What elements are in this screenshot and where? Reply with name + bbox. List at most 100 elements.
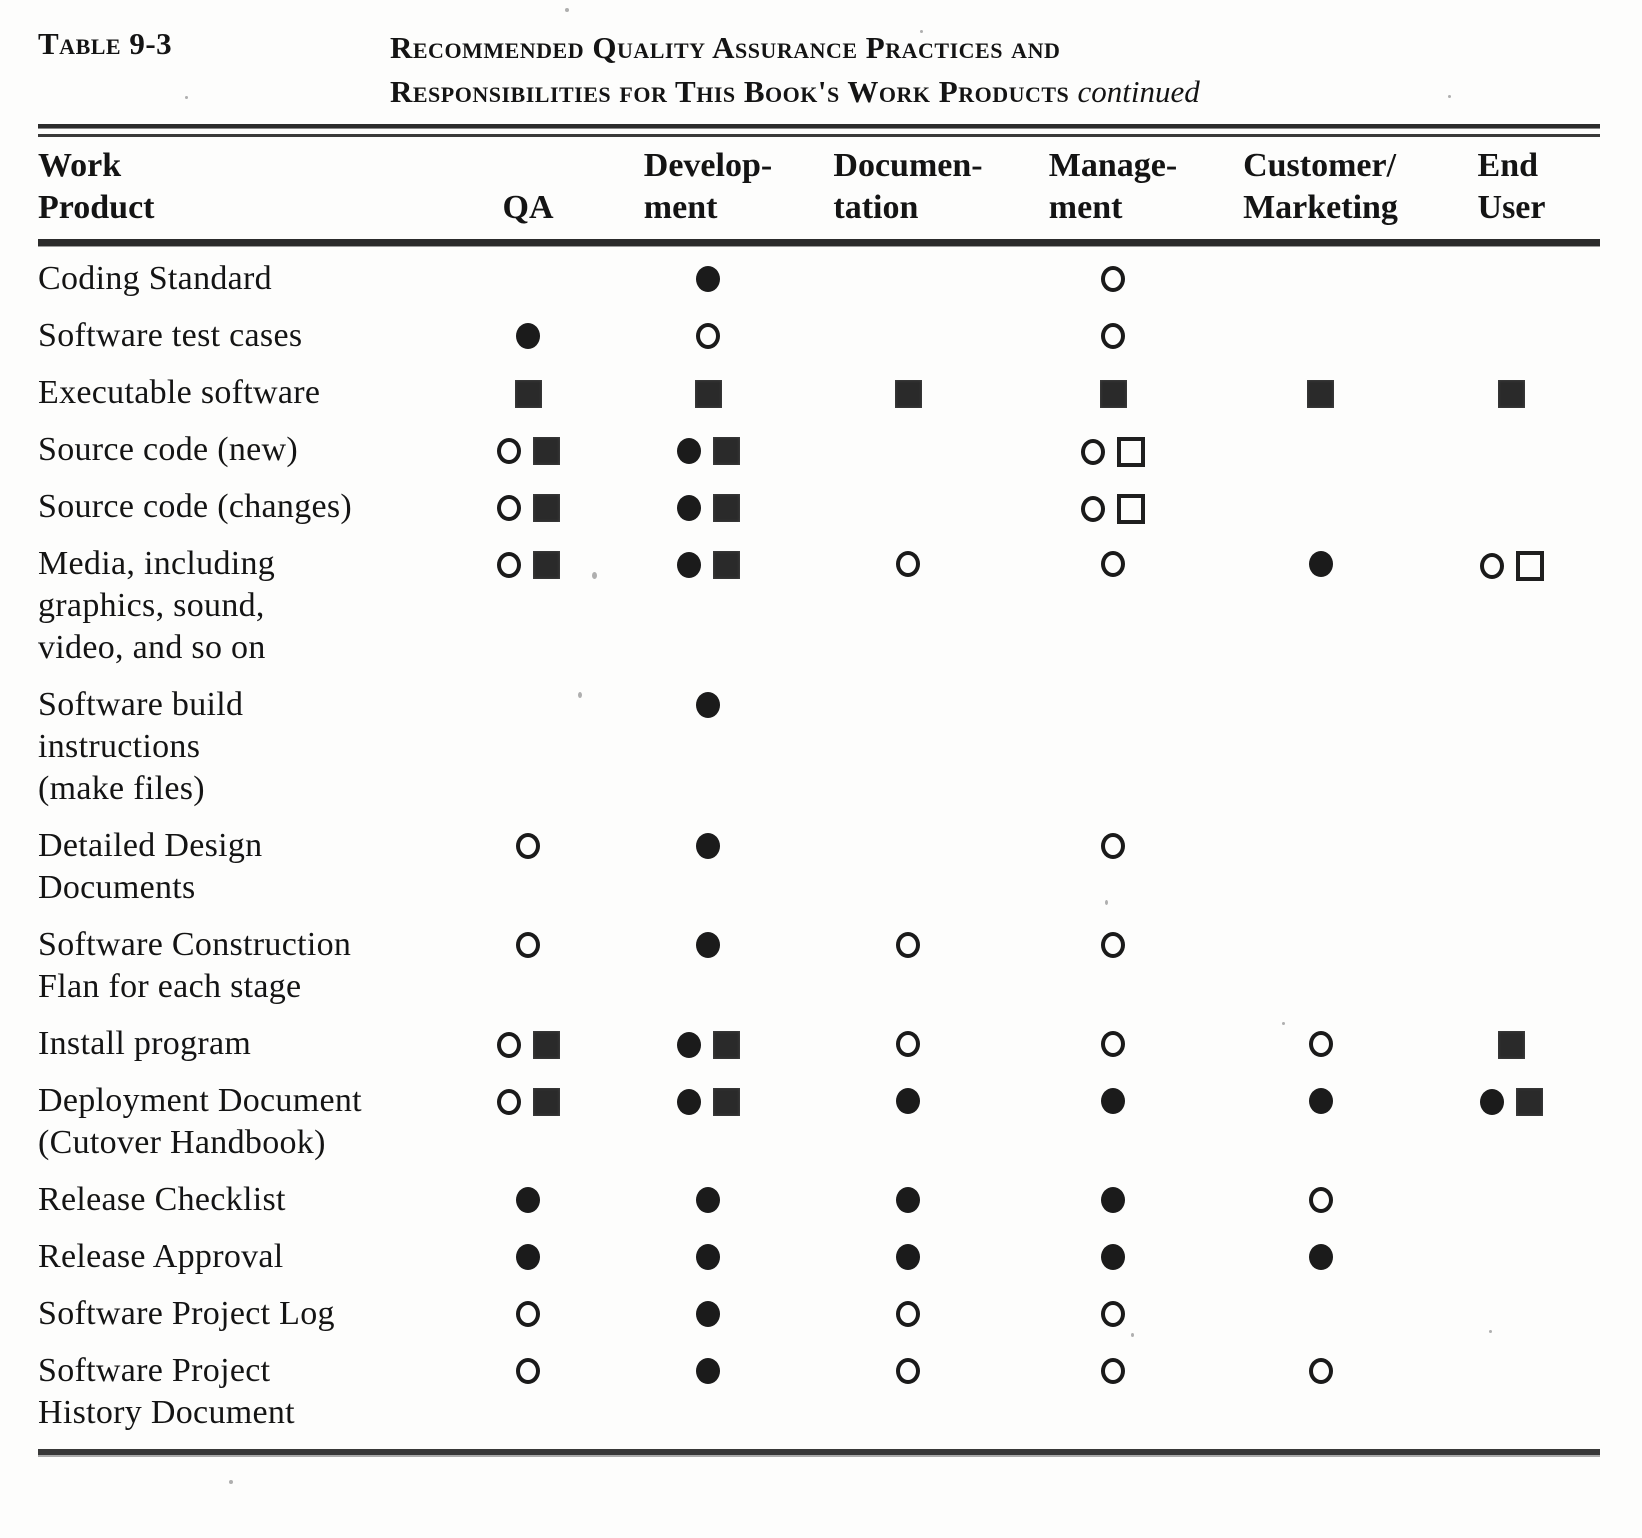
table-row-software-construction: Software Construction Flan for each stag… bbox=[38, 924, 1642, 1008]
cell-develop-ment bbox=[608, 1179, 808, 1213]
open-circle-symbol bbox=[896, 932, 920, 958]
cell-customer-marketing bbox=[1218, 1023, 1423, 1057]
cell-develop-ment bbox=[608, 429, 808, 465]
open-circle-symbol bbox=[496, 1089, 521, 1115]
open-circle-symbol bbox=[1101, 833, 1125, 859]
table-row-software-build: Software build instructions (make files) bbox=[38, 684, 1642, 810]
open-circle-symbol bbox=[1101, 1358, 1125, 1384]
filled-circle-symbol bbox=[676, 552, 701, 578]
column-header-label: Documen- tation bbox=[833, 147, 983, 226]
table-number: Table 9-3 bbox=[38, 26, 173, 61]
cell-customer-marketing bbox=[1218, 1080, 1423, 1114]
filled-square-symbol bbox=[712, 551, 740, 579]
open-circle-symbol bbox=[516, 833, 540, 859]
scan-speck bbox=[229, 1480, 233, 1484]
cell-manage-ment bbox=[1008, 1179, 1218, 1213]
cell-documen-tation bbox=[808, 543, 1008, 577]
filled-square-symbol bbox=[894, 380, 922, 408]
cell-end-user bbox=[1423, 1179, 1600, 1187]
open-circle-symbol bbox=[1101, 1301, 1125, 1327]
cell-manage-ment bbox=[1008, 1023, 1218, 1057]
open-circle-symbol bbox=[1101, 932, 1125, 958]
open-circle-symbol bbox=[496, 552, 521, 578]
cell-manage-ment bbox=[1008, 1350, 1218, 1384]
row-label: Executable software bbox=[38, 374, 321, 411]
cell-qa bbox=[448, 1179, 608, 1213]
open-circle-symbol bbox=[896, 1031, 920, 1057]
cell-develop-ment bbox=[608, 1350, 808, 1384]
filled-square-symbol bbox=[1307, 380, 1334, 408]
row-label: Detailed Design Documents bbox=[38, 827, 263, 906]
filled-square-symbol bbox=[532, 1031, 560, 1059]
cell-end-user bbox=[1423, 825, 1600, 833]
filled-square-symbol bbox=[532, 437, 560, 465]
cell-documen-tation bbox=[808, 315, 1008, 323]
column-header-work-product: Work Product bbox=[38, 145, 448, 229]
filled-circle-symbol bbox=[696, 1301, 720, 1327]
row-label: Deployment Document (Cutover Handbook) bbox=[38, 1082, 362, 1161]
cell-documen-tation bbox=[808, 1350, 1008, 1384]
open-circle-symbol bbox=[1101, 1031, 1125, 1057]
cell-end-user bbox=[1423, 1293, 1600, 1301]
cell-manage-ment bbox=[1008, 543, 1218, 577]
cell-end-user bbox=[1423, 486, 1600, 494]
cell-develop-ment bbox=[608, 1080, 808, 1116]
filled-square-symbol bbox=[1516, 1088, 1543, 1116]
top-double-rule bbox=[38, 124, 1600, 137]
table-row-media-including: Media, including graphics, sound, video,… bbox=[38, 543, 1642, 669]
open-circle-symbol bbox=[516, 1358, 540, 1384]
cell-end-user bbox=[1423, 1080, 1600, 1116]
table-title-line2: Responsibilities for This Book's Work Pr… bbox=[390, 70, 1200, 114]
cell-manage-ment bbox=[1008, 372, 1218, 408]
cell-develop-ment bbox=[608, 684, 808, 718]
cell-documen-tation bbox=[808, 1236, 1008, 1270]
cell-documen-tation bbox=[808, 924, 1008, 958]
scan-speck bbox=[592, 572, 597, 579]
open-circle-symbol bbox=[496, 1032, 521, 1058]
table-row-coding-standard: Coding Standard bbox=[38, 258, 1642, 300]
table-row-release-checklist: Release Checklist bbox=[38, 1179, 1642, 1221]
cell-manage-ment bbox=[1008, 684, 1218, 692]
filled-square-symbol bbox=[514, 380, 542, 408]
open-circle-symbol bbox=[1081, 496, 1105, 522]
cell-manage-ment bbox=[1008, 486, 1218, 524]
cell-qa bbox=[448, 1080, 608, 1116]
cell-qa bbox=[448, 1023, 608, 1059]
filled-circle-symbol bbox=[1480, 1089, 1504, 1115]
filled-square-symbol bbox=[694, 380, 722, 408]
filled-square-symbol bbox=[532, 551, 560, 579]
open-square-symbol bbox=[1515, 551, 1544, 581]
filled-circle-symbol bbox=[896, 1244, 920, 1270]
open-circle-symbol bbox=[1101, 266, 1125, 292]
scan-speck bbox=[578, 692, 582, 698]
row-label: Source code (changes) bbox=[38, 488, 353, 525]
column-header-label: End User bbox=[1477, 147, 1546, 226]
row-label: Install program bbox=[38, 1025, 252, 1062]
open-circle-symbol bbox=[516, 1301, 540, 1327]
cell-documen-tation bbox=[808, 1023, 1008, 1057]
filled-circle-symbol bbox=[896, 1088, 920, 1114]
cell-manage-ment bbox=[1008, 924, 1218, 958]
cell-documen-tation bbox=[808, 429, 1008, 437]
filled-circle-symbol bbox=[676, 438, 701, 464]
scan-speck bbox=[1282, 1022, 1285, 1025]
open-circle-symbol bbox=[496, 495, 521, 521]
table-row-executable-software: Executable software bbox=[38, 372, 1642, 414]
scan-speck bbox=[1448, 95, 1451, 98]
table-title-line1: Recommended Quality Assurance Practices … bbox=[390, 30, 1061, 65]
row-label: Software Construction Flan for each stag… bbox=[38, 926, 352, 1005]
cell-develop-ment bbox=[608, 1293, 808, 1327]
cell-qa bbox=[448, 825, 608, 859]
cell-documen-tation bbox=[808, 486, 1008, 494]
scan-speck bbox=[1489, 1330, 1492, 1333]
cell-develop-ment bbox=[608, 1023, 808, 1059]
cell-customer-marketing bbox=[1218, 258, 1423, 266]
cell-end-user bbox=[1423, 543, 1600, 581]
open-square-symbol bbox=[1117, 494, 1145, 524]
row-label: Release Checklist bbox=[38, 1181, 286, 1218]
cell-customer-marketing bbox=[1218, 486, 1423, 494]
column-header-label: QA bbox=[502, 189, 554, 226]
filled-circle-symbol bbox=[696, 692, 720, 718]
row-label: Software Project Log bbox=[38, 1295, 335, 1332]
